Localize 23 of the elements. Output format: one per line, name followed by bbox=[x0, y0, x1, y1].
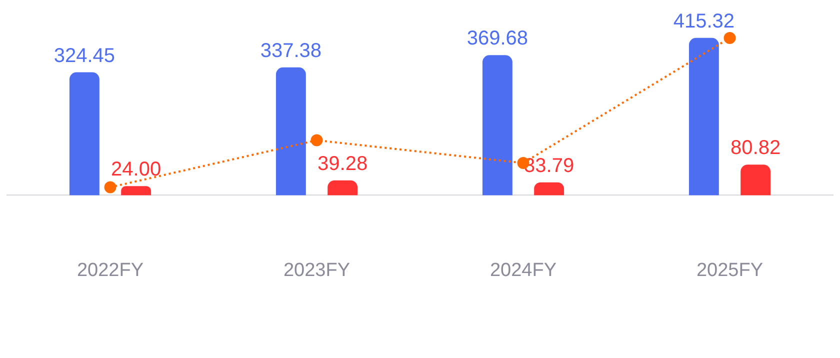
bar bbox=[328, 180, 358, 196]
data-label: 33.79 bbox=[524, 154, 574, 177]
data-label: 39.28 bbox=[318, 152, 368, 175]
data-label: 415.32 bbox=[673, 10, 735, 32]
data-label: 369.68 bbox=[466, 28, 528, 50]
x-tick-label: 2025FY bbox=[696, 260, 764, 281]
x-tick-label: 2023FY bbox=[283, 260, 350, 281]
data-label: 324.45 bbox=[54, 44, 116, 67]
point bbox=[310, 134, 323, 146]
bar bbox=[688, 38, 719, 196]
bar bbox=[740, 164, 771, 196]
bar bbox=[482, 55, 512, 196]
bar bbox=[534, 182, 564, 196]
bar bbox=[121, 186, 152, 196]
data-label: 24.00 bbox=[111, 158, 162, 181]
bar bbox=[69, 72, 100, 196]
bar bbox=[276, 67, 306, 196]
x-tick-label: 2024FY bbox=[490, 260, 557, 281]
point bbox=[724, 32, 736, 44]
point bbox=[104, 181, 116, 194]
data-label: 80.82 bbox=[730, 137, 781, 160]
data-label: 337.38 bbox=[260, 40, 322, 62]
x-tick-label: 2022FY bbox=[76, 260, 144, 281]
